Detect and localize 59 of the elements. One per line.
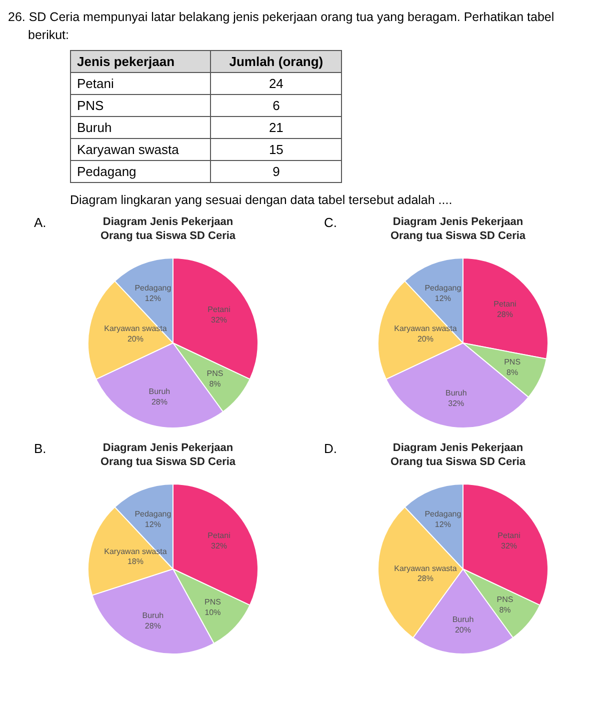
data-label: 20% bbox=[417, 334, 434, 344]
data-label: 20% bbox=[454, 625, 472, 634]
data-label: 10% bbox=[204, 608, 221, 618]
data-label: 8% bbox=[209, 380, 221, 389]
chart-title: Diagram Jenis Pekerjaan Orang tua Siswa SD Ceria bbox=[100, 216, 236, 242]
data-label: 28% bbox=[151, 398, 168, 407]
text: Jumlah (orang) bbox=[210, 50, 342, 72]
text: Jenis pekerjaan bbox=[70, 50, 211, 72]
data-label: 8% bbox=[499, 606, 511, 615]
slice-label: Buruh bbox=[445, 388, 467, 398]
slice-label: Karyawan swasta bbox=[394, 564, 458, 573]
slice-label: Petani bbox=[208, 531, 231, 540]
category-label: PNS bbox=[70, 94, 211, 116]
data-label: 28% bbox=[496, 310, 513, 320]
slice-label: Petani bbox=[208, 305, 231, 314]
data-label: 15 bbox=[210, 138, 342, 160]
data-label: 24 bbox=[210, 72, 342, 94]
slice-label: Pedagang bbox=[134, 284, 172, 293]
category-label: Petani bbox=[70, 72, 211, 94]
data-label: 32% bbox=[448, 398, 464, 408]
data-label: 28% bbox=[417, 574, 434, 584]
slice-label: Buruh bbox=[142, 611, 164, 620]
chart-title: Diagram Jenis Pekerjaan Orang tua Siswa SD Ceria bbox=[390, 442, 526, 468]
slice-label: PNS bbox=[496, 595, 514, 604]
data-label: 20% bbox=[127, 334, 144, 344]
slice-label: Buruh bbox=[148, 387, 170, 396]
slice-label: PNS bbox=[504, 358, 521, 367]
slice-label: Buruh bbox=[452, 614, 474, 624]
slice-label: Petani bbox=[494, 300, 517, 309]
data-label: 6 bbox=[210, 94, 342, 116]
data-label: 8% bbox=[506, 368, 518, 378]
data-label: 32% bbox=[211, 542, 228, 551]
slice-label: Pedagang bbox=[424, 510, 462, 519]
data-label: 28% bbox=[144, 621, 161, 630]
text: C. bbox=[324, 215, 337, 230]
category-label: Karyawan swasta bbox=[70, 138, 211, 160]
data-label: 12% bbox=[144, 294, 161, 304]
text: Diagram lingkaran yang sesuai dengan data tabel tersebut adalah .... bbox=[70, 193, 454, 207]
data-label: 32% bbox=[211, 316, 228, 325]
slice-label: PNS bbox=[206, 369, 224, 378]
data-label: 12% bbox=[434, 520, 451, 530]
text: D. bbox=[324, 441, 337, 456]
category-label: Pedagang bbox=[70, 160, 211, 182]
data-label: 12% bbox=[144, 520, 161, 530]
slice-label: PNS bbox=[204, 598, 221, 607]
text: A. bbox=[34, 215, 46, 230]
chart-title: Diagram Jenis Pekerjaan Orang tua Siswa SD Ceria bbox=[100, 442, 236, 468]
slice-label: Petani bbox=[498, 531, 521, 540]
chart-title: Diagram Jenis Pekerjaan Orang tua Siswa SD Ceria bbox=[390, 216, 526, 242]
text: 26. SD Ceria mempunyai latar belakang jenis pekerjaan orang tua yang beragam. Perhatikan tabel berikut: bbox=[8, 9, 556, 44]
slice-label: Pedagang bbox=[134, 510, 172, 519]
data-label: 21 bbox=[210, 116, 342, 138]
data-label: 9 bbox=[210, 160, 342, 182]
slice-label: Pedagang bbox=[424, 284, 462, 293]
text: B. bbox=[34, 441, 46, 456]
data-label: 12% bbox=[434, 294, 451, 304]
data-label: 18% bbox=[127, 557, 144, 566]
category-label: Buruh bbox=[70, 116, 211, 138]
data-label: 32% bbox=[501, 542, 518, 551]
